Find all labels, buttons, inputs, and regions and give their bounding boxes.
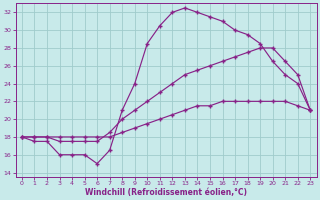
X-axis label: Windchill (Refroidissement éolien,°C): Windchill (Refroidissement éolien,°C) [85,188,247,197]
